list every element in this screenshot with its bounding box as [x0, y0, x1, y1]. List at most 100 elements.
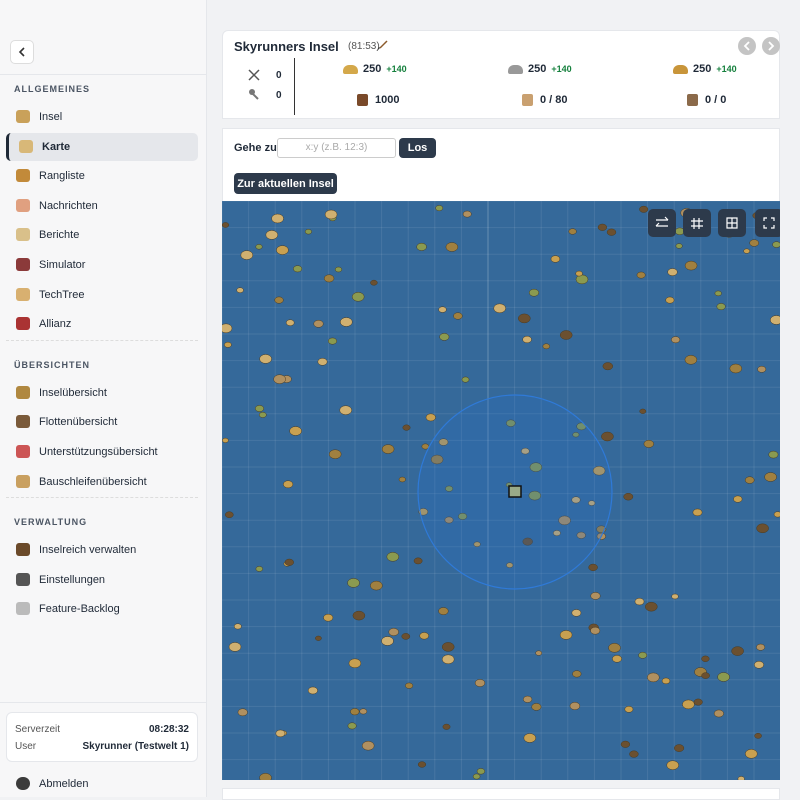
island[interactable]: [334, 266, 343, 273]
coords-button[interactable]: [683, 209, 711, 237]
island[interactable]: [521, 447, 530, 455]
current-island-button[interactable]: Zur aktuellen Insel: [234, 173, 337, 194]
island[interactable]: [351, 292, 365, 302]
island[interactable]: [756, 643, 766, 651]
nav-item[interactable]: Inselreich verwalten: [6, 536, 198, 564]
island[interactable]: [419, 632, 429, 640]
edit-icon[interactable]: [375, 39, 389, 53]
island[interactable]: [531, 703, 542, 711]
nav-item[interactable]: Flottenübersicht: [6, 408, 198, 436]
island[interactable]: [701, 655, 710, 662]
island[interactable]: [228, 642, 242, 652]
island[interactable]: [328, 449, 342, 459]
island[interactable]: [224, 341, 232, 348]
island[interactable]: [692, 508, 703, 517]
nav-item[interactable]: Berichte: [6, 221, 198, 249]
island[interactable]: [439, 333, 450, 341]
island[interactable]: [347, 722, 357, 730]
island[interactable]: [629, 750, 639, 758]
island[interactable]: [592, 465, 606, 476]
island[interactable]: [558, 515, 571, 526]
island[interactable]: [493, 303, 506, 314]
island[interactable]: [474, 679, 486, 687]
island[interactable]: [717, 672, 730, 682]
island[interactable]: [438, 607, 449, 616]
island[interactable]: [398, 476, 406, 483]
island[interactable]: [528, 490, 542, 501]
island[interactable]: [328, 337, 337, 345]
island[interactable]: [283, 480, 294, 489]
island[interactable]: [559, 630, 573, 640]
island[interactable]: [307, 686, 318, 695]
island[interactable]: [430, 454, 444, 465]
nav-item[interactable]: Einstellungen: [6, 566, 198, 594]
island[interactable]: [388, 628, 399, 636]
nav-item[interactable]: Bauschleifenübersicht: [6, 468, 198, 496]
island[interactable]: [645, 601, 658, 612]
island[interactable]: [754, 661, 764, 669]
island[interactable]: [666, 760, 679, 770]
island[interactable]: [417, 761, 427, 768]
island[interactable]: [435, 205, 444, 212]
island[interactable]: [606, 228, 617, 236]
island[interactable]: [575, 270, 583, 277]
island[interactable]: [639, 408, 647, 414]
island[interactable]: [381, 444, 395, 454]
island[interactable]: [590, 592, 601, 600]
nav-item[interactable]: Unterstützungsübersicht: [6, 438, 198, 466]
nav-item[interactable]: Rangliste: [6, 162, 198, 190]
island[interactable]: [323, 274, 335, 283]
island[interactable]: [643, 439, 654, 448]
island[interactable]: [634, 597, 645, 606]
island[interactable]: [418, 508, 429, 516]
island[interactable]: [620, 740, 630, 748]
island[interactable]: [274, 296, 284, 304]
nav-item[interactable]: Allianz: [6, 310, 198, 338]
island[interactable]: [576, 531, 586, 539]
island[interactable]: [682, 699, 695, 710]
island[interactable]: [347, 578, 360, 588]
island[interactable]: [259, 773, 272, 780]
island[interactable]: [233, 623, 242, 630]
island[interactable]: [370, 279, 378, 286]
back-button[interactable]: [10, 40, 34, 64]
island[interactable]: [237, 708, 248, 717]
island[interactable]: [665, 296, 675, 304]
island[interactable]: [348, 658, 362, 669]
island[interactable]: [275, 729, 286, 738]
island[interactable]: [222, 437, 229, 443]
island[interactable]: [731, 646, 744, 656]
island[interactable]: [222, 323, 233, 334]
island[interactable]: [361, 740, 375, 751]
island[interactable]: [289, 426, 302, 436]
island[interactable]: [639, 205, 649, 213]
island[interactable]: [445, 242, 459, 252]
island[interactable]: [441, 642, 455, 652]
island[interactable]: [315, 635, 322, 641]
island[interactable]: [559, 330, 573, 340]
island[interactable]: [522, 335, 532, 344]
island[interactable]: [416, 242, 427, 251]
island[interactable]: [523, 695, 533, 703]
island[interactable]: [768, 450, 779, 459]
island[interactable]: [258, 411, 267, 418]
island[interactable]: [425, 413, 436, 422]
island[interactable]: [240, 250, 254, 260]
island[interactable]: [339, 405, 352, 415]
island[interactable]: [729, 363, 743, 374]
island[interactable]: [476, 768, 485, 775]
nav-item[interactable]: Karte: [6, 132, 198, 161]
island[interactable]: [255, 405, 264, 412]
island[interactable]: [754, 732, 762, 739]
island[interactable]: [667, 268, 678, 276]
island[interactable]: [716, 303, 726, 311]
island[interactable]: [713, 709, 724, 718]
nav-item[interactable]: Insel: [6, 103, 198, 131]
island[interactable]: [222, 222, 230, 228]
island[interactable]: [438, 306, 447, 313]
island[interactable]: [684, 355, 698, 365]
island[interactable]: [572, 670, 582, 678]
island[interactable]: [273, 374, 286, 384]
island[interactable]: [458, 512, 468, 520]
island[interactable]: [601, 431, 614, 442]
